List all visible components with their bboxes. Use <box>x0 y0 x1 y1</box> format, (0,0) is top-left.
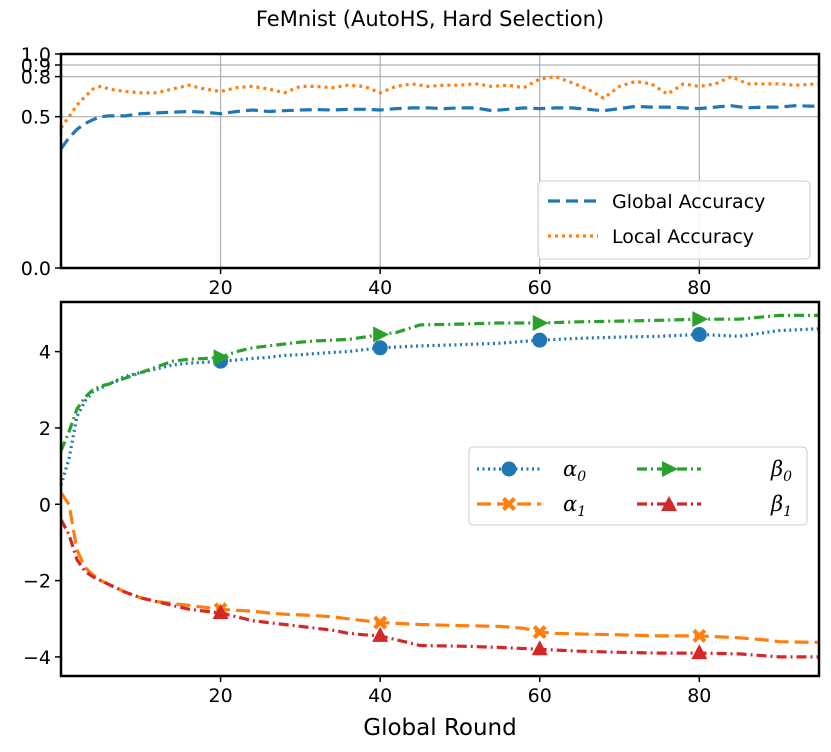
y-tick-label: 4 <box>39 342 51 364</box>
legend-label-beta1: β1 <box>770 492 792 520</box>
plot-frame <box>59 52 821 270</box>
marker-beta0 <box>213 349 230 366</box>
y-tick-label: 0.0 <box>21 258 51 280</box>
series-line-local-accuracy <box>59 74 820 129</box>
legend-label-beta0: β0 <box>770 457 792 485</box>
marker-beta0 <box>373 326 390 343</box>
accuracy-panel: 20 40 60 80 0.0 0.5 0.80.91.0 Global Accuracy … <box>21 44 821 299</box>
y-tick-label: 2 <box>39 418 51 440</box>
marker-alpha1 <box>373 615 388 630</box>
x-tick-label: 60 <box>528 277 552 299</box>
legend: α0 α1 β0 β1 <box>468 446 808 526</box>
legend-box <box>468 446 808 526</box>
legend-marker-beta1 <box>661 496 677 511</box>
x-tick-label: 60 <box>528 685 552 707</box>
series-line-global-accuracy <box>59 104 820 150</box>
legend-label-global-accuracy: Global Accuracy <box>612 191 765 213</box>
y-tick-label: 0.9 <box>21 55 51 77</box>
marker-alpha0 <box>372 340 388 356</box>
y-tick-label: 0 <box>39 494 51 516</box>
parameter-panel: 20 40 60 80 −4 −2 0 2 4 α0 α1 β0 β1 Global Round <box>23 300 821 741</box>
parameter-series <box>59 311 820 660</box>
x-tick-label: 20 <box>208 277 232 299</box>
y-tick-label: 1.0 <box>21 44 51 66</box>
marker-alpha1 <box>532 625 547 640</box>
series-line-alpha0 <box>59 327 820 486</box>
series-line-beta1 <box>59 518 819 659</box>
legend-label-local-accuracy: Local Accuracy <box>612 226 754 248</box>
legend-box <box>537 180 811 260</box>
plot-frame <box>59 300 821 678</box>
marker-beta0 <box>532 314 549 331</box>
series-line-alpha1 <box>59 491 820 644</box>
y-tick-label: −2 <box>23 571 51 593</box>
marker-beta1 <box>372 626 389 642</box>
chart-title: FeMnist (AutoHS, Hard Selection) <box>256 7 604 31</box>
legend-marker-beta0 <box>662 461 678 477</box>
y-tick-label: 0.8 <box>21 67 51 89</box>
legend-label-alpha1: α1 <box>563 492 586 520</box>
marker-beta1 <box>531 640 548 656</box>
marker-alpha0 <box>532 332 548 348</box>
y-tick-label: −4 <box>23 647 51 669</box>
x-tick-label: 20 <box>208 685 232 707</box>
x-tick-label: 80 <box>687 277 711 299</box>
accuracy-series <box>59 74 820 150</box>
marker-beta0 <box>692 311 709 328</box>
x-tick-label: 80 <box>687 685 711 707</box>
marker-alpha0 <box>691 326 707 342</box>
legend-label-alpha0: α0 <box>563 457 586 485</box>
marker-beta1 <box>212 604 229 620</box>
marker-beta1 <box>691 644 708 660</box>
series-line-beta0 <box>59 313 819 452</box>
tick-marks: 20 40 60 80 0.0 0.5 0.80.91.0 <box>21 44 712 299</box>
x-axis-label: Global Round <box>363 715 516 741</box>
legend-marker-alpha0 <box>501 461 517 477</box>
x-tick-label: 40 <box>368 277 392 299</box>
legend: Global Accuracy Local Accuracy <box>537 180 811 260</box>
x-tick-label: 40 <box>368 685 392 707</box>
tick-marks: 20 40 60 80 −4 −2 0 2 4 <box>23 342 711 707</box>
y-tick-label: 0.5 <box>21 107 51 129</box>
marker-alpha1 <box>692 628 707 643</box>
legend-marker-alpha1 <box>502 497 516 511</box>
